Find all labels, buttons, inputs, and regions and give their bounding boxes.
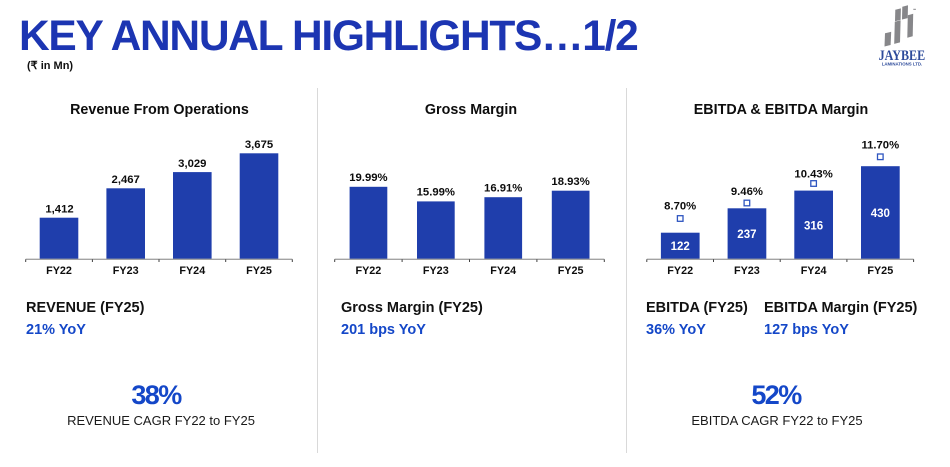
svg-text:FY23: FY23 bbox=[113, 265, 139, 277]
svg-text:FY24: FY24 bbox=[801, 265, 827, 277]
svg-text:Gross Margin: Gross Margin bbox=[425, 102, 517, 118]
svg-text:15.99%: 15.99% bbox=[417, 187, 455, 199]
svg-text:2,467: 2,467 bbox=[112, 174, 140, 186]
svg-text:LAMINATIONS LTD.: LAMINATIONS LTD. bbox=[882, 62, 923, 67]
svg-text:3,675: 3,675 bbox=[245, 139, 273, 151]
svg-text:9.46%: 9.46% bbox=[731, 186, 763, 198]
svg-text:FY24: FY24 bbox=[490, 265, 516, 277]
svg-text:FY23: FY23 bbox=[734, 265, 760, 277]
svg-text:FY23: FY23 bbox=[423, 265, 449, 277]
svg-text:16.91%: 16.91% bbox=[484, 183, 522, 195]
svg-text:FY22: FY22 bbox=[46, 265, 72, 277]
svg-text:FY25: FY25 bbox=[558, 265, 584, 277]
svg-text:8.70%: 8.70% bbox=[664, 201, 696, 213]
svg-text:EBITDA & EBITDA Margin: EBITDA & EBITDA Margin bbox=[694, 102, 868, 118]
svg-text:FY22: FY22 bbox=[667, 265, 693, 277]
svg-text:19.99%: 19.99% bbox=[349, 172, 387, 184]
svg-text:10.43%: 10.43% bbox=[794, 169, 832, 181]
svg-text:JAYBEE: JAYBEE bbox=[879, 48, 926, 64]
svg-text:FY25: FY25 bbox=[867, 265, 893, 277]
svg-text:11.70%: 11.70% bbox=[861, 140, 899, 152]
svg-text:3,029: 3,029 bbox=[178, 158, 206, 170]
svg-text:237: 237 bbox=[737, 229, 756, 241]
svg-text:1,412: 1,412 bbox=[45, 203, 73, 215]
svg-text:FY24: FY24 bbox=[179, 265, 205, 277]
svg-text:Revenue From Operations: Revenue From Operations bbox=[70, 102, 249, 118]
svg-text:430: 430 bbox=[871, 208, 890, 220]
svg-text:122: 122 bbox=[671, 241, 690, 253]
svg-text:18.93%: 18.93% bbox=[551, 176, 589, 188]
svg-text:316: 316 bbox=[804, 221, 823, 233]
svg-text:FY22: FY22 bbox=[355, 265, 381, 277]
svg-text:FY25: FY25 bbox=[246, 265, 272, 277]
